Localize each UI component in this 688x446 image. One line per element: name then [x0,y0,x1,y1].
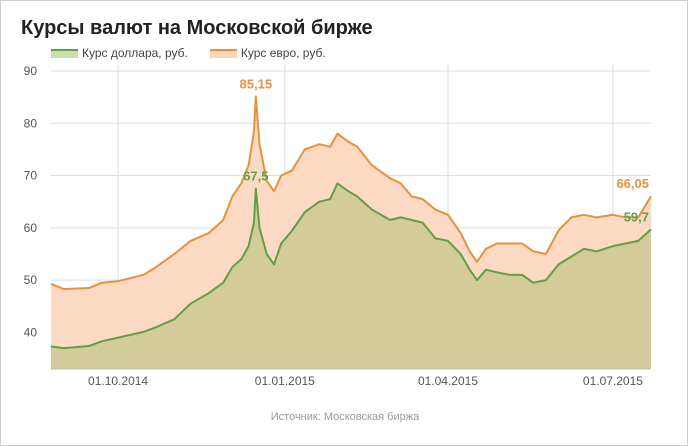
y-tick-label: 50 [24,273,38,287]
legend-swatch-usd [51,48,78,58]
source-note: Источник: Московская биржа [270,411,420,423]
data-label-usd: 59,7 [624,209,649,224]
x-tick-label: 01.01.2015 [255,374,315,388]
y-tick-label: 40 [24,325,38,339]
chart-title: Курсы валют на Московской бирже [21,17,373,39]
data-label-eur: 85,15 [240,76,273,91]
x-tick-label: 01.04.2015 [418,374,478,388]
data-label-usd: 67,5 [243,169,268,184]
line-eur [50,95,652,290]
legend-label-usd: Курс доллара, руб. [82,46,188,60]
y-tick-label: 60 [24,221,38,235]
legend-label-eur: Курс евро, руб. [240,46,326,60]
legend-item-usd: Курс доллара, руб. [51,46,188,60]
x-tick-label: 01.10.2014 [88,374,148,388]
line-usd [50,182,652,350]
y-tick-label: 90 [24,64,38,78]
legend-item-eur: Курс евро, руб. [209,46,326,60]
legend-swatch-eur [209,48,237,58]
y-tick-label: 70 [24,169,38,183]
area-usd [51,183,651,369]
x-tick-label: 01.07.2015 [583,374,643,388]
y-tick-label: 80 [24,116,38,130]
data-label-eur: 66,05 [616,176,649,191]
legend: Курс доллара, руб. Курс евро, руб. [51,46,326,60]
